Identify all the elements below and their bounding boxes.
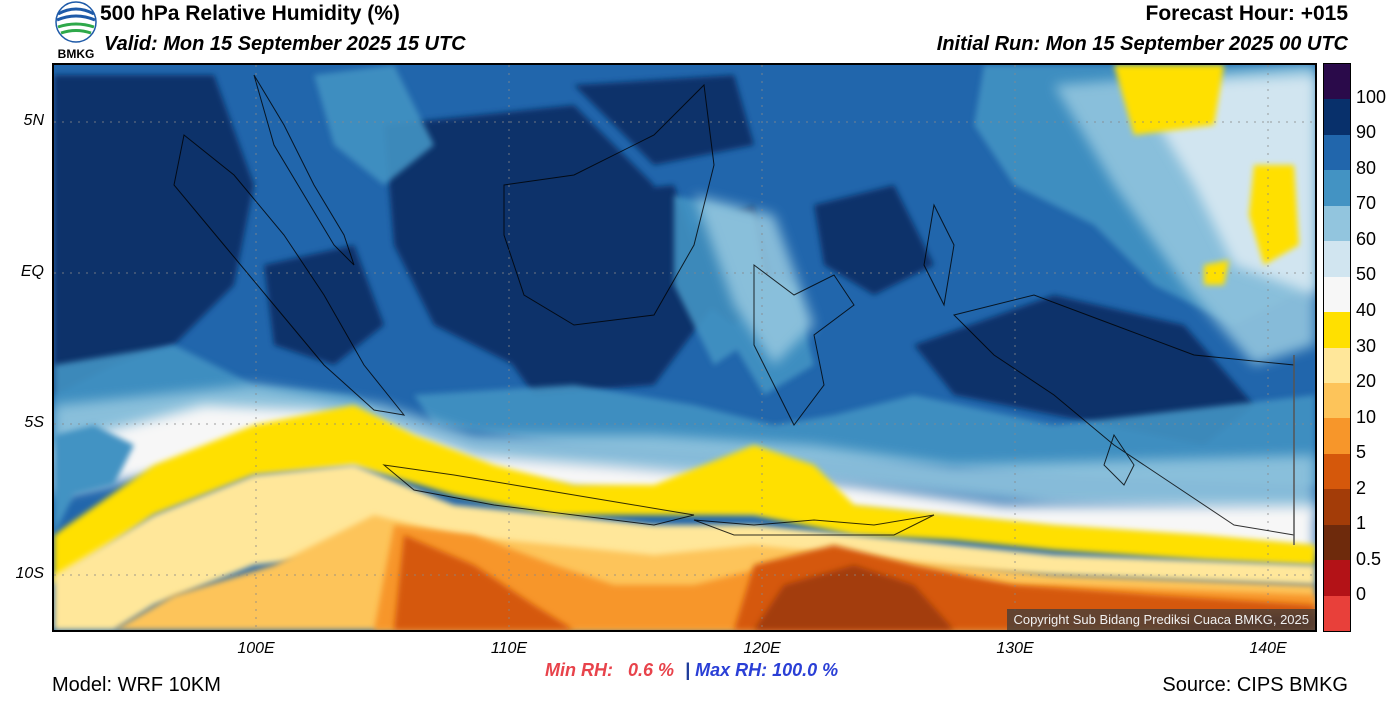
colorbar-label: 80 <box>1356 157 1377 178</box>
colorbar-segment <box>1324 524 1350 561</box>
valid-time: Valid: Mon 15 September 2025 15 UTC <box>104 33 466 55</box>
colorbar-label: 10 <box>1356 406 1377 427</box>
lat-label-5n: 5N <box>23 112 44 129</box>
lon-label-140e: 140E <box>1249 640 1287 657</box>
colorbar-label: 1 <box>1356 513 1367 534</box>
colorbar-label: 40 <box>1356 299 1377 320</box>
colorbar-label: 0 <box>1356 584 1367 605</box>
lon-label-120e: 120E <box>743 640 781 657</box>
stats-separator: | <box>685 660 691 680</box>
colorbar-label: 0.5 <box>1356 548 1382 569</box>
humidity-map-canvas <box>54 65 1315 630</box>
colorbar-segment <box>1324 134 1350 171</box>
colorbar-label: 60 <box>1356 228 1377 249</box>
colorbar-label: 50 <box>1356 264 1377 285</box>
colorbar-label: 20 <box>1356 371 1377 392</box>
lon-label-130e: 130E <box>996 640 1034 657</box>
colorbar-label: 90 <box>1356 122 1377 143</box>
colorbar-segment <box>1324 312 1350 348</box>
bmkg-logo: BMKG <box>52 0 100 61</box>
model-info: Model: WRF 10KM <box>52 674 221 696</box>
lat-label-eq: EQ <box>20 263 44 280</box>
colorbar-segment <box>1324 418 1350 454</box>
max-rh-value: 100.0 % <box>772 660 839 680</box>
colorbar-segment <box>1324 64 1350 100</box>
colorbar-segment <box>1324 453 1350 490</box>
min-rh-label: Min RH: <box>545 660 613 680</box>
min-rh-value: 0.6 % <box>628 660 675 680</box>
initial-run: Initial Run: Mon 15 September 2025 00 UT… <box>936 33 1348 55</box>
colorbar <box>1323 63 1351 632</box>
colorbar-segment <box>1324 170 1350 206</box>
lon-label-110e: 110E <box>490 640 528 657</box>
rh-stats: Min RH: 0.6 % | Max RH: 100.0 % <box>545 660 838 681</box>
copyright-notice: Copyright Sub Bidang Prediksi Cuaca BMKG… <box>1007 609 1315 630</box>
source-info: Source: CIPS BMKG <box>1162 674 1348 696</box>
forecast-hour: Forecast Hour: +015 <box>1145 2 1349 25</box>
colorbar-segment <box>1324 560 1350 596</box>
colorbar-segment <box>1324 347 1350 383</box>
colorbar-label: 2 <box>1356 477 1367 498</box>
colorbar-label: 70 <box>1356 193 1377 214</box>
colorbar-segment <box>1324 99 1350 135</box>
colorbar-segment <box>1324 595 1350 631</box>
lon-label-100e: 100E <box>237 640 275 657</box>
colorbar-label: 30 <box>1356 335 1377 356</box>
colorbar-label: 100 <box>1356 86 1387 107</box>
max-rh-label: Max RH: <box>695 660 768 680</box>
logo-text: BMKG <box>57 47 95 61</box>
colorbar-segment <box>1324 489 1350 525</box>
bmkg-logo-icon <box>55 1 97 43</box>
humidity-map <box>52 63 1317 632</box>
lat-label-5s: 5S <box>24 414 44 431</box>
colorbar-segment <box>1324 241 1350 277</box>
lat-label-10s: 10S <box>15 565 44 582</box>
colorbar-label: 5 <box>1356 442 1367 463</box>
colorbar-segment <box>1324 276 1350 313</box>
colorbar-segment <box>1324 382 1350 419</box>
colorbar-segment <box>1324 205 1350 242</box>
chart-title: 500 hPa Relative Humidity (%) <box>100 2 400 25</box>
